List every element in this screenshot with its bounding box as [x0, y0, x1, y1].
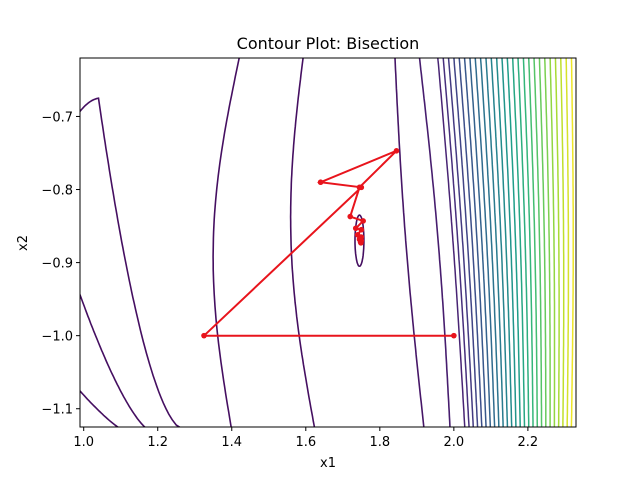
- chart-title: Contour Plot: Bisection: [237, 34, 420, 53]
- contour-line: [80, 292, 146, 427]
- contour-line: [506, 58, 521, 427]
- contour-line: [538, 58, 547, 427]
- path-point: [360, 218, 366, 224]
- contour-line: [442, 58, 470, 427]
- x-tick-label: 1.6: [295, 435, 316, 450]
- contour-line: [289, 58, 316, 427]
- contour-line: [517, 58, 530, 427]
- contour-line: [554, 58, 560, 427]
- x-tick-label: 2.0: [444, 435, 465, 450]
- bisection-path: [201, 147, 457, 339]
- contour-line: [474, 58, 496, 427]
- contour-line: [447, 58, 475, 427]
- x-tick-label: 2.2: [518, 435, 539, 450]
- y-tick-label: −0.9: [41, 257, 73, 272]
- contour-line: [527, 58, 539, 427]
- path-point: [393, 147, 400, 154]
- contour-line: [522, 58, 534, 427]
- contour-line: [458, 58, 483, 427]
- y-tick-label: −0.8: [41, 184, 73, 199]
- contour-line: [533, 58, 543, 427]
- x-axis-label: x1: [320, 456, 336, 471]
- path-point: [451, 332, 457, 339]
- contour-line: [490, 58, 509, 427]
- path-point: [201, 332, 207, 339]
- contour-line: [479, 58, 500, 427]
- x-tick-label: 1.8: [369, 435, 390, 450]
- path-point: [358, 240, 364, 246]
- contour-line: [485, 58, 504, 427]
- contour-line: [437, 58, 466, 427]
- contour-line: [565, 58, 570, 427]
- y-axis-ticks: −0.7 −0.8 −0.9 −1.0 −1.1: [41, 110, 80, 418]
- y-axis-label: x2: [16, 235, 31, 251]
- contour-line: [80, 97, 181, 427]
- contour-line: [570, 58, 574, 427]
- contour-line: [418, 58, 451, 427]
- contour-line: [560, 58, 565, 427]
- contour-line: [80, 389, 120, 427]
- contour-lines: [80, 58, 574, 427]
- x-tick-label: 1.4: [221, 435, 242, 450]
- path-point: [317, 179, 324, 186]
- y-tick-label: −1.1: [41, 403, 73, 418]
- path-point: [352, 225, 359, 232]
- contour-line: [549, 58, 556, 427]
- contour-line: [453, 58, 479, 427]
- contour-line: [469, 58, 492, 427]
- y-tick-label: −0.7: [41, 110, 73, 125]
- contour-line: [463, 58, 487, 427]
- contour-line: [495, 58, 513, 427]
- x-tick-label: 1.2: [147, 435, 168, 450]
- contour-line: [212, 58, 240, 427]
- plot-frame: [79, 57, 577, 428]
- path-point: [356, 184, 363, 191]
- contour-line: [354, 214, 365, 268]
- x-tick-label: 1.0: [73, 435, 94, 450]
- path-point: [358, 226, 365, 233]
- y-tick-label: −1.0: [41, 330, 73, 345]
- contour-line: [501, 58, 517, 427]
- x-axis-ticks: 1.0 1.2 1.4 1.6 1.8 2.0 2.2: [73, 427, 538, 450]
- contour-line: [544, 58, 551, 427]
- contour-line: [394, 58, 425, 427]
- contour-line: [511, 58, 526, 427]
- path-point: [347, 213, 354, 220]
